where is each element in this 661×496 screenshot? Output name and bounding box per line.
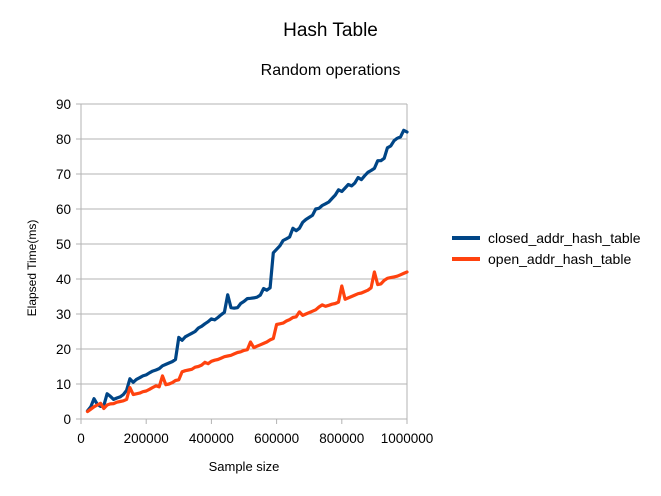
y-tick-label-30: 30 [56, 307, 71, 322]
legend-entry-closed: closed_addr_hash_table [452, 229, 641, 247]
x-tick-label-400000: 400000 [189, 431, 234, 446]
x-tick-label-1000000: 1000000 [381, 431, 434, 446]
y-axis-label: Elapsed Time(ms) [25, 219, 39, 317]
x-tick-label-800000: 800000 [319, 431, 364, 446]
legend-swatch-open [452, 257, 480, 261]
gridlines [81, 103, 407, 420]
y-tick-label-60: 60 [56, 202, 71, 217]
series-line-closed_addr_hash_table [85, 128, 409, 413]
y-tick-label-40: 40 [56, 272, 71, 287]
series-lines [85, 128, 409, 414]
y-tick-label-80: 80 [56, 132, 71, 147]
y-tick-label-50: 50 [56, 237, 71, 252]
legend-label-open: open_addr_hash_table [488, 251, 632, 267]
x-tick-labels: 0 200000 400000 600000 800000 1000000 [77, 431, 433, 446]
y-tick-label-10: 10 [56, 377, 71, 392]
x-tick-label-200000: 200000 [124, 431, 169, 446]
x-axis-label: Sample size [208, 459, 280, 474]
x-tick-label-0: 0 [77, 431, 85, 446]
y-tick-labels: 0 10 20 30 40 50 60 70 80 90 [56, 97, 71, 427]
legend-swatch-closed [452, 236, 480, 240]
axes [76, 103, 408, 424]
legend-entry-open: open_addr_hash_table [452, 250, 631, 268]
series-line-open_addr_hash_table [85, 270, 409, 414]
y-tick-label-70: 70 [56, 167, 71, 182]
y-tick-label-90: 90 [56, 97, 71, 112]
legend-label-closed: closed_addr_hash_table [488, 230, 641, 246]
y-tick-label-0: 0 [63, 412, 71, 427]
chart-subtitle: Random operations [260, 62, 401, 79]
chart-title: Hash Table [283, 20, 378, 41]
x-tick-label-600000: 600000 [254, 431, 299, 446]
y-tick-label-20: 20 [56, 342, 71, 357]
